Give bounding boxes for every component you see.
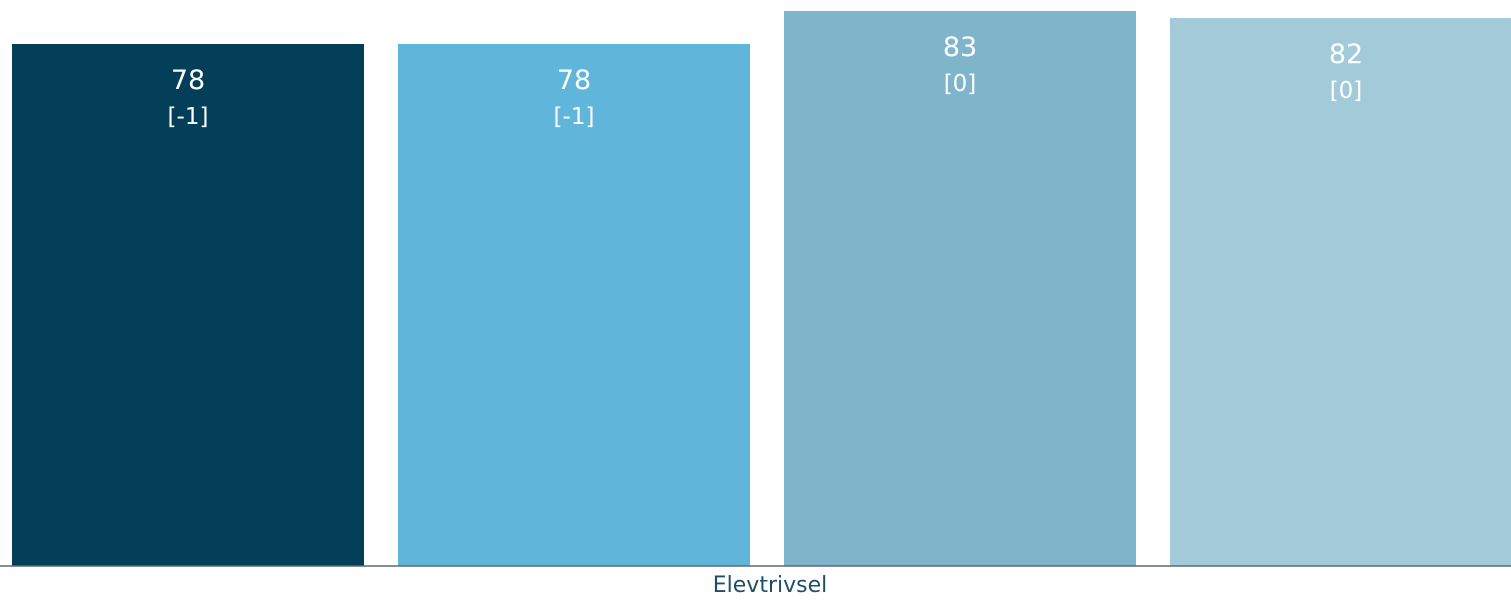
bar-1 <box>12 44 364 566</box>
bar-2-value-label: 78 <box>557 65 591 96</box>
bar-2 <box>398 44 750 566</box>
bar-4-change-label: [0] <box>1330 78 1363 104</box>
bar-4-value-label: 82 <box>1329 39 1363 70</box>
bar-1-value-label: 78 <box>171 65 205 96</box>
bar-3-change-label: [0] <box>944 71 977 97</box>
bar-3 <box>784 11 1136 566</box>
bars-group: 78 [-1] 78 [-1] 83 [0] 82 [0] <box>12 11 1511 566</box>
category-label: Elevtrivsel <box>713 573 827 598</box>
bar-3-value-label: 83 <box>943 32 977 63</box>
bar-2-change-label: [-1] <box>554 104 595 130</box>
bar-1-change-label: [-1] <box>168 104 209 130</box>
bar-4 <box>1170 18 1511 566</box>
